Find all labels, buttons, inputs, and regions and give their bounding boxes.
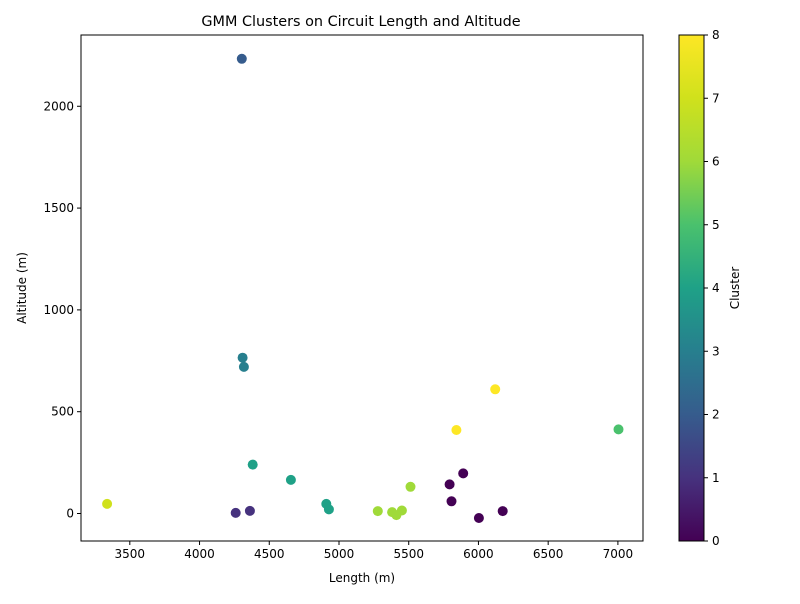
data-point-11 [405, 481, 416, 492]
data-point-10 [446, 496, 457, 507]
data-point-19 [230, 507, 241, 518]
colorbar-ticks: 0 1 2 3 4 5 6 7 8 [704, 28, 720, 548]
colorbar-label: Cluster [728, 267, 742, 310]
data-point-18 [391, 510, 402, 521]
data-point-8 [458, 468, 469, 479]
data-point-1 [237, 352, 248, 363]
y-tick-label: 1000 [43, 303, 74, 317]
data-point-20 [244, 505, 255, 516]
plot-background [81, 35, 643, 541]
colorbar-tick-label: 4 [712, 281, 720, 295]
colorbar-tick-label: 1 [712, 471, 720, 485]
data-point-0 [236, 53, 247, 64]
colorbar-tick-label: 7 [712, 91, 720, 105]
colorbar-tick-label: 3 [712, 344, 720, 358]
x-axis-label: Length (m) [329, 571, 395, 585]
data-point-6 [247, 459, 258, 470]
data-point-14 [323, 504, 334, 515]
x-tick-label: 4000 [184, 547, 215, 561]
colorbar-tick-label: 6 [712, 155, 720, 169]
y-tick-label: 2000 [43, 99, 74, 113]
plot-area [80, 34, 644, 542]
data-point-9 [444, 479, 455, 490]
x-tick-label: 5000 [324, 547, 355, 561]
colorbar-tick-label: 8 [712, 28, 720, 42]
colorbar-tick-label: 5 [712, 218, 720, 232]
data-point-3 [490, 384, 501, 395]
y-axis-label: Altitude (m) [15, 252, 29, 324]
y-tick-label: 1500 [43, 201, 74, 215]
data-points [102, 53, 624, 523]
x-tick-label: 3500 [115, 547, 146, 561]
x-tick-label: 7000 [603, 547, 634, 561]
x-tick-label: 6500 [533, 547, 564, 561]
data-point-7 [285, 474, 296, 485]
data-point-21 [473, 513, 484, 523]
data-point-15 [372, 506, 383, 517]
colorbar-tick-label: 0 [712, 534, 720, 548]
plot-frame [80, 34, 644, 542]
data-point-4 [451, 425, 462, 435]
x-axis: 3500 4000 4500 5000 5500 6000 6500 7000 [115, 541, 634, 561]
y-axis: 0 500 1000 1500 2000 [43, 99, 81, 521]
y-tick-label: 0 [66, 507, 74, 521]
x-tick-label: 4500 [254, 547, 285, 561]
colorbar: 0 1 2 3 4 5 6 7 8 Cluster [678, 28, 742, 548]
chart-title: GMM Clusters on Circuit Length and Altit… [201, 14, 520, 30]
data-point-5 [613, 424, 624, 435]
x-tick-label: 6000 [463, 547, 494, 561]
y-tick-label: 500 [51, 405, 74, 419]
x-tick-label: 5500 [393, 547, 424, 561]
colorbar-gradient [678, 34, 705, 542]
data-point-12 [102, 498, 113, 509]
colorbar-tick-label: 2 [712, 408, 720, 422]
data-point-22 [497, 506, 508, 517]
data-point-2 [238, 361, 249, 372]
